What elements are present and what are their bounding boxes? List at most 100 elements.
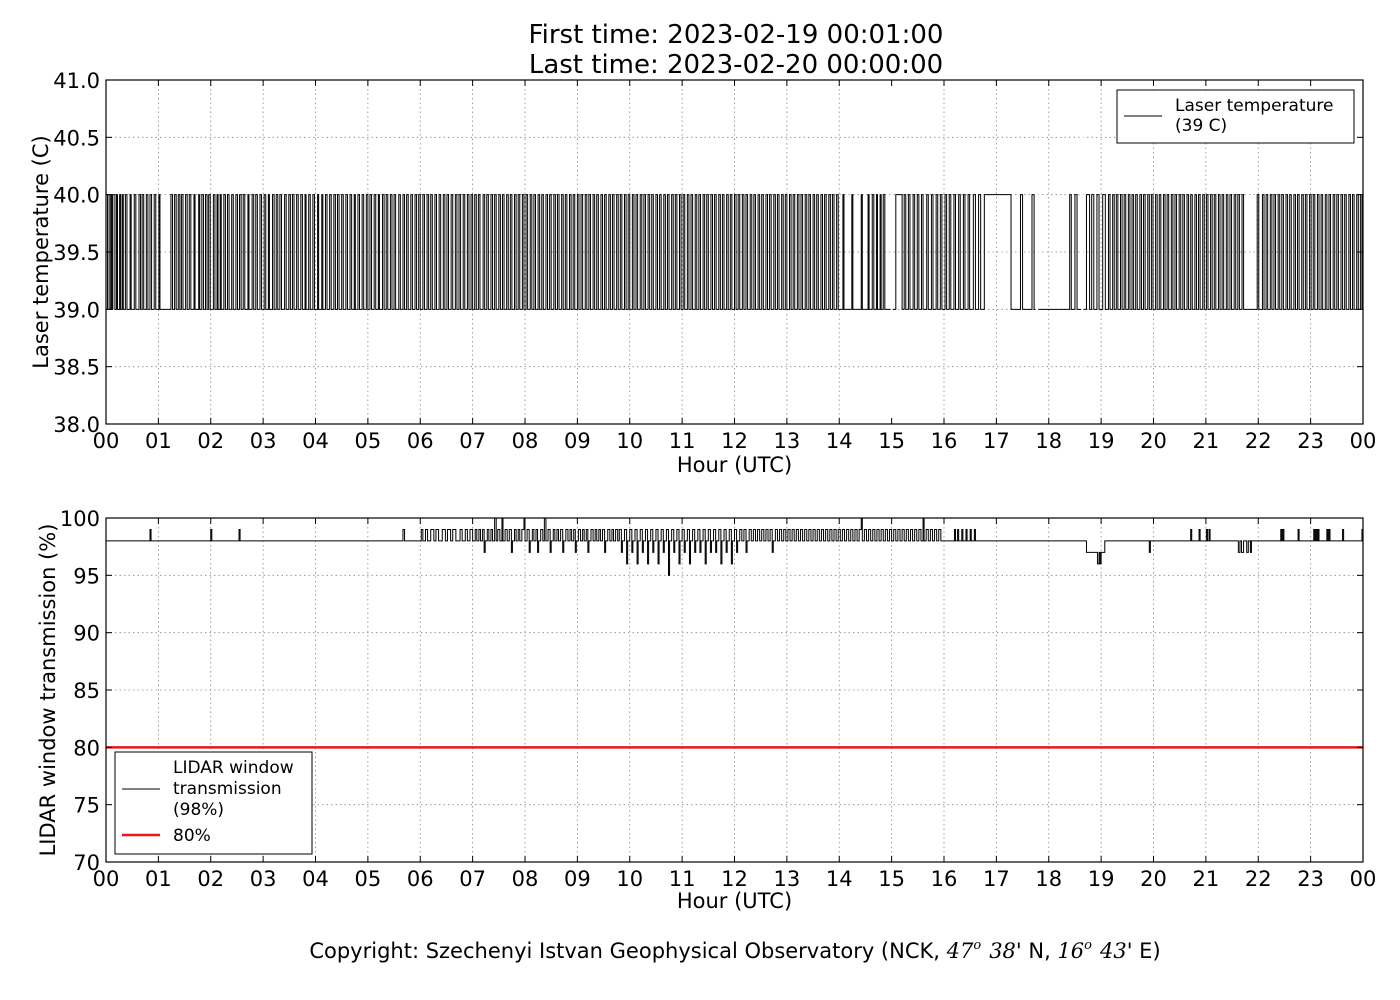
bot-xtick-label: 18 — [1035, 867, 1062, 891]
bottom-grid — [106, 518, 1363, 862]
bottom-ticks — [105, 517, 1364, 863]
latitude-degree-mark: o — [973, 938, 981, 953]
laser-temperature-panel: 00 01 02 03 04 05 06 07 08 09 10 11 12 13 14 15 16 17 18 19… — [29, 69, 1376, 477]
top-xtick-label: 15 — [878, 429, 905, 453]
bot-ytick-label: 80 — [73, 736, 100, 760]
top-xtick-label: 16 — [931, 429, 958, 453]
top-xtick-label: 08 — [512, 429, 539, 453]
top-ytick-label: 39.0 — [53, 298, 100, 322]
top-xtick-label: 23 — [1297, 429, 1324, 453]
top-xtick-label: 10 — [616, 429, 643, 453]
bottom-y-tick-labels: 70 75 80 85 90 95 100 — [60, 507, 100, 875]
title-line-2: Last time: 2023-02-20 00:00:00 — [529, 50, 943, 80]
top-xtick-label: 01 — [145, 429, 172, 453]
bottom-legend-line: transmission — [173, 779, 282, 799]
latitude-minutes: 38 — [989, 939, 1016, 963]
top-xtick-label: 03 — [250, 429, 277, 453]
top-y-tick-labels: 38.0 38.5 39.0 39.5 40.0 40.5 41.0 — [53, 69, 100, 437]
bot-series-line — [106, 517, 1363, 576]
top-series-line — [106, 194, 1363, 310]
bot-xtick-label: 04 — [302, 867, 329, 891]
bot-ytick-label: 95 — [73, 564, 100, 588]
top-xtick-label: 18 — [1035, 429, 1062, 453]
top-x-axis-label: Hour (UTC) — [677, 453, 792, 477]
bot-xtick-label: 02 — [197, 867, 224, 891]
bot-xtick-label: 09 — [564, 867, 591, 891]
bot-ytick-label: 85 — [73, 679, 100, 703]
top-y-axis-label: Laser temperature (C) — [29, 135, 53, 368]
top-xtick-label: 17 — [983, 429, 1010, 453]
lidar-window-transmission-series — [106, 517, 1363, 576]
bot-xtick-label: 12 — [721, 867, 748, 891]
top-xtick-label: 20 — [1140, 429, 1167, 453]
bot-xtick-label: 10 — [616, 867, 643, 891]
copyright-prefix: Copyright: Szechenyi Istvan Geophysical … — [309, 939, 946, 963]
top-ytick-label: 40.0 — [53, 184, 100, 208]
bot-xtick-label: 17 — [983, 867, 1010, 891]
bottom-legend-line: LIDAR window — [173, 758, 294, 778]
top-ytick-label: 40.5 — [53, 126, 100, 150]
top-xtick-label: 13 — [774, 429, 801, 453]
top-ytick-label: 38.0 — [53, 413, 100, 437]
bot-ytick-label: 90 — [73, 622, 100, 646]
top-xtick-label: 22 — [1245, 429, 1272, 453]
top-ytick-label: 41.0 — [53, 69, 100, 93]
bottom-legend: LIDAR window transmission (98%) 80% — [114, 751, 313, 855]
bot-xtick-label: 11 — [669, 867, 696, 891]
bot-xtick-label: 13 — [774, 867, 801, 891]
longitude-degree-mark: o — [1084, 938, 1092, 953]
title-line-1: First time: 2023-02-19 00:01:00 — [529, 20, 944, 50]
lidar-window-transmission-panel: 00 01 02 03 04 05 06 07 08 09 10 11 12 13 14 15 16 17 18 19… — [36, 507, 1376, 913]
bot-ytick-label: 70 — [73, 851, 100, 875]
laser-temperature-series — [106, 81, 1363, 423]
bottom-legend-line: (98%) — [173, 800, 224, 820]
bot-xtick-label: 00 — [93, 867, 120, 891]
bottom-x-axis-label: Hour (UTC) — [677, 889, 792, 913]
bot-xtick-label: 14 — [826, 867, 853, 891]
bottom-legend-label-threshold: 80% — [173, 826, 211, 846]
latitude-degrees: 47 — [946, 939, 974, 963]
bot-xtick-label: 22 — [1245, 867, 1272, 891]
copyright-footer: Copyright: Szechenyi Istvan Geophysical … — [309, 938, 1160, 963]
bottom-x-tick-labels: 00 01 02 03 04 05 06 07 08 09 10 11 12 13 14 15 16 17 18 19… — [93, 867, 1377, 891]
top-data-gap — [890, 81, 893, 423]
top-xtick-label: 11 — [669, 429, 696, 453]
top-legend: Laser temperature (39 C) — [1116, 89, 1355, 144]
bot-xtick-label: 01 — [145, 867, 172, 891]
bottom-y-axis-label: LIDAR window transmission (%) — [36, 524, 60, 857]
bot-xtick-label: 23 — [1297, 867, 1324, 891]
bot-xtick-label: 08 — [512, 867, 539, 891]
top-xtick-label: 09 — [564, 429, 591, 453]
top-xtick-label: 21 — [1193, 429, 1220, 453]
bot-xtick-label: 16 — [931, 867, 958, 891]
bot-xtick-label: 21 — [1193, 867, 1220, 891]
bot-xtick-label: 03 — [250, 867, 277, 891]
top-xtick-label: 07 — [459, 429, 486, 453]
top-ytick-label: 39.5 — [53, 241, 100, 265]
bottom-legend-label-transmission: LIDAR window transmission (98%) — [173, 758, 294, 820]
top-xtick-label: 14 — [826, 429, 853, 453]
top-ticks — [105, 79, 1364, 425]
longitude-degrees: 16 — [1057, 939, 1084, 963]
top-data-gap — [1081, 81, 1084, 423]
top-x-tick-labels: 00 01 02 03 04 05 06 07 08 09 10 11 12 13 14 15 16 17 18 19… — [93, 429, 1377, 453]
top-ytick-label: 38.5 — [53, 356, 100, 380]
bot-xtick-label: 05 — [355, 867, 382, 891]
bot-xtick-label: 19 — [1088, 867, 1115, 891]
top-xtick-label: 12 — [721, 429, 748, 453]
top-xtick-label: 04 — [302, 429, 329, 453]
top-data-gap — [1035, 81, 1039, 423]
bot-xtick-label: 15 — [878, 867, 905, 891]
bot-ytick-label: 75 — [73, 794, 100, 818]
bot-xtick-label: 06 — [407, 867, 434, 891]
top-legend-line: Laser temperature — [1175, 96, 1333, 116]
top-xtick-label: 05 — [355, 429, 382, 453]
top-xtick-label: 00 — [1350, 429, 1377, 453]
top-xtick-label: 19 — [1088, 429, 1115, 453]
longitude-minutes: 43 — [1099, 939, 1127, 963]
top-legend-label-laser-temperature: Laser temperature (39 C) — [1175, 96, 1333, 136]
longitude-suffix: ' E) — [1127, 939, 1161, 963]
top-xtick-label: 00 — [93, 429, 120, 453]
bot-xtick-label: 00 — [1350, 867, 1377, 891]
